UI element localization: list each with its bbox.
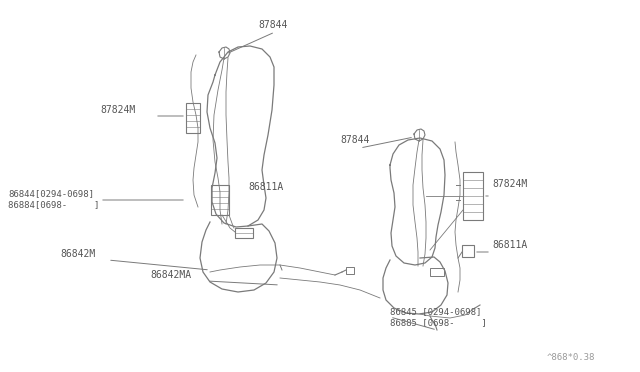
Text: 86885 [0698-     ]: 86885 [0698- ] — [390, 318, 487, 327]
Text: 87824M: 87824M — [100, 105, 135, 115]
Text: 86842MA: 86842MA — [150, 270, 191, 280]
Text: 86811A: 86811A — [492, 240, 527, 250]
Bar — [235, 228, 253, 238]
Bar — [430, 268, 444, 276]
Bar — [186, 103, 200, 133]
Text: 86842M: 86842M — [60, 249, 95, 259]
Text: 87824M: 87824M — [492, 179, 527, 189]
Text: 87844: 87844 — [340, 135, 369, 145]
Text: ^868*0.38: ^868*0.38 — [547, 353, 595, 362]
Bar — [211, 185, 229, 215]
Text: 86845 [0294-0698]: 86845 [0294-0698] — [390, 307, 481, 316]
Bar — [346, 267, 354, 274]
Bar — [463, 172, 483, 220]
Text: 86811A: 86811A — [248, 182, 284, 192]
Bar — [462, 245, 474, 257]
Text: 86884[0698-     ]: 86884[0698- ] — [8, 200, 99, 209]
Text: 86844[0294-0698]: 86844[0294-0698] — [8, 189, 94, 198]
Text: 87844: 87844 — [258, 20, 287, 30]
